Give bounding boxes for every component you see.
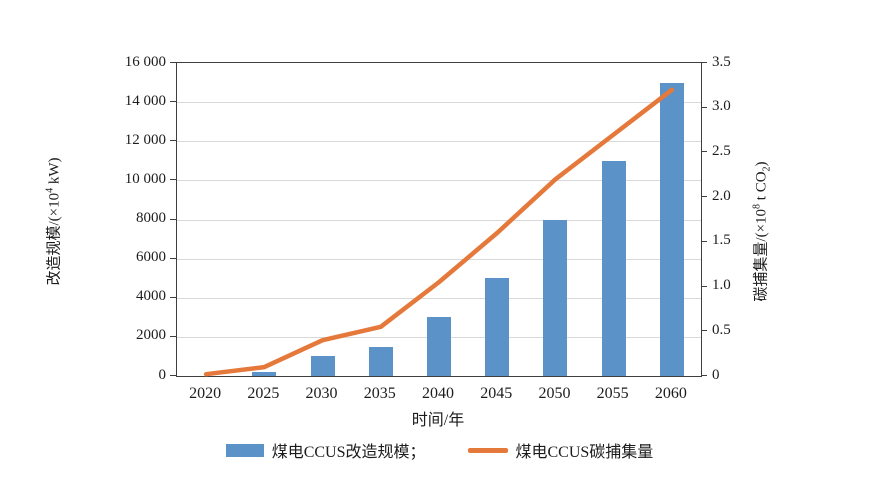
right-tick bbox=[701, 375, 707, 376]
left-tick bbox=[170, 101, 176, 103]
left-tick-label: 16 000 bbox=[124, 53, 166, 70]
left-tick-label: 14 000 bbox=[124, 92, 166, 109]
x-tick-label-2025: 2025 bbox=[247, 385, 280, 402]
left-tick bbox=[170, 179, 176, 181]
right-axis-title: 碳捕集量/(×108 t CO2) bbox=[751, 161, 773, 302]
left-tick-label: 8000 bbox=[136, 210, 166, 226]
left-tick bbox=[170, 257, 176, 259]
left-tick bbox=[170, 218, 176, 220]
bar-2030 bbox=[310, 356, 335, 376]
right-tick-label: 2.0 bbox=[712, 187, 731, 204]
bar-2040 bbox=[427, 317, 451, 376]
bar-swatch-icon bbox=[225, 443, 264, 457]
bar-2050 bbox=[543, 219, 568, 376]
right-tick-label: 2.5 bbox=[712, 142, 731, 159]
gridline bbox=[177, 180, 701, 182]
left-tick bbox=[170, 296, 176, 298]
left-tick-label: 10 000 bbox=[124, 170, 166, 187]
line-series bbox=[203, 87, 675, 377]
left-axis-title: 改造规模/(×104 kW) bbox=[44, 157, 63, 286]
left-tick-label: 6000 bbox=[136, 249, 166, 266]
right-tick-label: 3.0 bbox=[712, 98, 731, 115]
plot-area bbox=[176, 62, 702, 377]
legend: 煤电CCUS改造规模； 煤电CCUS碳捕集量 bbox=[0, 438, 879, 462]
right-tick bbox=[701, 240, 707, 242]
x-tick-label-2055: 2055 bbox=[596, 385, 629, 402]
bar-2055 bbox=[601, 160, 626, 376]
right-tick-label: 3.5 bbox=[712, 53, 731, 70]
left-tick bbox=[170, 375, 176, 376]
gridline bbox=[177, 219, 701, 221]
left-tick-label: 4000 bbox=[136, 288, 166, 305]
x-tick-label-2045: 2045 bbox=[480, 385, 513, 402]
x-tick-label-2040: 2040 bbox=[422, 385, 454, 402]
legend-label-line: 煤电CCUS碳捕集量 bbox=[515, 444, 654, 461]
right-tick bbox=[701, 62, 707, 63]
legend-item-line: 煤电CCUS碳捕集量 bbox=[467, 438, 654, 462]
x-tick-label-2060: 2060 bbox=[654, 385, 687, 402]
bar-2025 bbox=[252, 372, 277, 376]
right-tick-label: 1.5 bbox=[712, 232, 731, 249]
bar-2045 bbox=[485, 278, 510, 376]
x-tick-label-2030: 2030 bbox=[305, 385, 338, 402]
right-tick-label: 1.0 bbox=[712, 277, 731, 294]
right-tick bbox=[701, 106, 707, 108]
right-tick-label: 0.5 bbox=[712, 321, 731, 338]
gridline bbox=[177, 102, 701, 104]
x-axis-title: 时间/年 bbox=[411, 412, 465, 429]
gridline bbox=[177, 258, 701, 260]
left-tick bbox=[170, 335, 176, 337]
legend-item-bar: 煤电CCUS改造规模； bbox=[225, 438, 426, 462]
bar-2035 bbox=[368, 346, 393, 376]
right-tick-label: 0 bbox=[712, 366, 720, 383]
left-tick bbox=[170, 140, 176, 142]
x-tick-label-2020: 2020 bbox=[189, 385, 222, 402]
right-tick bbox=[701, 285, 707, 287]
bar-2060 bbox=[659, 82, 684, 376]
right-tick bbox=[701, 330, 707, 332]
right-tick bbox=[701, 196, 707, 198]
left-tick-label: 12 000 bbox=[124, 131, 166, 148]
gridline bbox=[177, 297, 701, 299]
legend-label-bar: 煤电CCUS改造规模； bbox=[271, 444, 426, 461]
gridline bbox=[177, 141, 701, 143]
x-tick-label-2035: 2035 bbox=[363, 385, 396, 402]
x-tick-label-2050: 2050 bbox=[538, 385, 571, 402]
right-tick bbox=[701, 151, 707, 153]
left-tick-label: 0 bbox=[158, 366, 167, 383]
left-tick bbox=[170, 62, 176, 63]
line-swatch-icon bbox=[467, 447, 508, 453]
left-tick-label: 2000 bbox=[136, 327, 166, 344]
